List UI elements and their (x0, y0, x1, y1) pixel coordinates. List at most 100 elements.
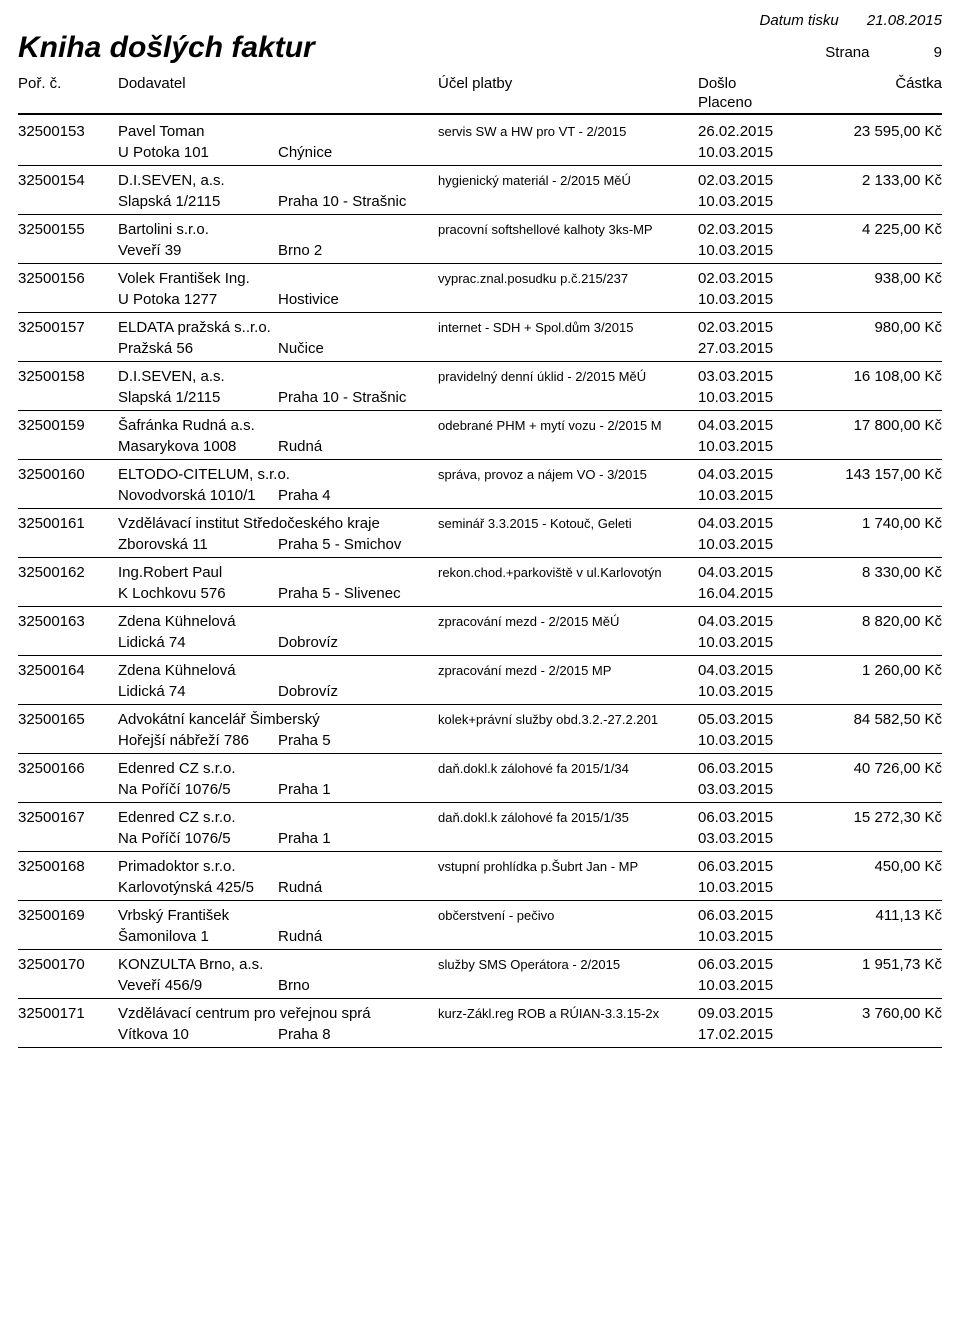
invoice-row-line2: K Lochkovu 576Praha 5 - Slivenec16.04.20… (18, 585, 942, 602)
invoice-row-line1: 32500167Edenred CZ s.r.o.daň.dokl.k zálo… (18, 809, 942, 826)
address-city: Chýnice (278, 144, 438, 161)
amount: 2 133,00 Kč (798, 172, 942, 189)
date-received: 02.03.2015 (698, 172, 798, 189)
address-street: Veveří 456/9 (118, 977, 278, 994)
header-placeno-text: Placeno (698, 94, 798, 111)
payment-purpose: kolek+právní služby obd.3.2.-27.2.201 (438, 712, 698, 727)
date-paid: 10.03.2015 (698, 487, 798, 504)
date-paid: 10.03.2015 (698, 634, 798, 651)
invoice-row-line2: Veveří 39Brno 210.03.2015 (18, 242, 942, 259)
date-paid: 10.03.2015 (698, 928, 798, 945)
rows-container: 32500153Pavel Tomanservis SW a HW pro VT… (18, 117, 942, 1048)
supplier-address: Hořejší nábřeží 786Praha 5 (118, 732, 438, 749)
invoice-row-line1: 32500171Vzdělávací centrum pro veřejnou … (18, 1005, 942, 1022)
print-date-meta: Datum tisku 21.08.2015 (18, 12, 942, 29)
address-city: Rudná (278, 928, 438, 945)
invoice-row-line2: Na Poříčí 1076/5Praha 103.03.2015 (18, 781, 942, 798)
invoice-row: 32500155Bartolini s.r.o.pracovní softshe… (18, 215, 942, 264)
payment-purpose: pravidelný denní úklid - 2/2015 MěÚ (438, 369, 698, 384)
invoice-row-line2: U Potoka 1277Hostivice10.03.2015 (18, 291, 942, 308)
invoice-row-line2: Slapská 1/2115Praha 10 - Strašnic10.03.2… (18, 193, 942, 210)
invoice-row: 32500161Vzdělávací institut Středočeskéh… (18, 509, 942, 558)
address-city: Dobrovíz (278, 683, 438, 700)
date-received: 03.03.2015 (698, 368, 798, 385)
date-received: 04.03.2015 (698, 417, 798, 434)
date-received: 06.03.2015 (698, 956, 798, 973)
amount: 1 260,00 Kč (798, 662, 942, 679)
date-paid: 10.03.2015 (698, 242, 798, 259)
date-received: 04.03.2015 (698, 515, 798, 532)
address-city: Brno 2 (278, 242, 438, 259)
date-received: 04.03.2015 (698, 613, 798, 630)
invoice-row: 32500162Ing.Robert Paulrekon.chod.+parko… (18, 558, 942, 607)
invoice-row: 32500156Volek František Ing.vyprac.znal.… (18, 264, 942, 313)
header-ucel: Účel platby (438, 75, 698, 111)
invoice-number: 32500163 (18, 613, 118, 630)
supplier-address: U Potoka 1277Hostivice (118, 291, 438, 308)
header-doslo: Došlo Placeno (698, 75, 798, 111)
invoice-number: 32500166 (18, 760, 118, 777)
date-received: 05.03.2015 (698, 711, 798, 728)
payment-purpose: rekon.chod.+parkoviště v ul.Karlovotýn (438, 565, 698, 580)
date-received: 02.03.2015 (698, 270, 798, 287)
address-street: Masarykova 1008 (118, 438, 278, 455)
date-paid: 17.02.2015 (698, 1026, 798, 1043)
address-street: Pražská 56 (118, 340, 278, 357)
amount: 411,13 Kč (798, 907, 942, 924)
supplier-address: Slapská 1/2115Praha 10 - Strašnic (118, 193, 438, 210)
amount: 17 800,00 Kč (798, 417, 942, 434)
supplier-address: Vítkova 10Praha 8 (118, 1026, 438, 1043)
amount: 84 582,50 Kč (798, 711, 942, 728)
invoice-number: 32500158 (18, 368, 118, 385)
date-paid: 10.03.2015 (698, 977, 798, 994)
invoice-number: 32500154 (18, 172, 118, 189)
supplier-name: D.I.SEVEN, a.s. (118, 368, 438, 385)
payment-purpose: správa, provoz a nájem VO - 3/2015 (438, 467, 698, 482)
date-paid: 10.03.2015 (698, 732, 798, 749)
date-paid: 10.03.2015 (698, 389, 798, 406)
date-paid: 16.04.2015 (698, 585, 798, 602)
header-row: Kniha došlých faktur Strana 9 (18, 31, 942, 65)
date-received: 06.03.2015 (698, 809, 798, 826)
print-date-value: 21.08.2015 (867, 12, 942, 29)
date-received: 09.03.2015 (698, 1005, 798, 1022)
address-street: Na Poříčí 1076/5 (118, 781, 278, 798)
invoice-number: 32500160 (18, 466, 118, 483)
invoice-row-line1: 32500163Zdena Kühnelovázpracování mezd -… (18, 613, 942, 630)
address-street: Zborovská 11 (118, 536, 278, 553)
date-received: 26.02.2015 (698, 123, 798, 140)
supplier-name: Bartolini s.r.o. (118, 221, 438, 238)
supplier-address: Zborovská 11Praha 5 - Smichov (118, 536, 438, 553)
payment-purpose: zpracování mezd - 2/2015 MěÚ (438, 614, 698, 629)
supplier-address: Novodvorská 1010/1Praha 4 (118, 487, 438, 504)
payment-purpose: servis SW a HW pro VT - 2/2015 (438, 124, 698, 139)
page-meta: Strana 9 (825, 44, 942, 61)
supplier-name: Edenred CZ s.r.o. (118, 809, 438, 826)
invoice-row-line2: Slapská 1/2115Praha 10 - Strašnic10.03.2… (18, 389, 942, 406)
invoice-row-line1: 32500161Vzdělávací institut Středočeskéh… (18, 515, 942, 532)
amount: 1 740,00 Kč (798, 515, 942, 532)
date-paid: 27.03.2015 (698, 340, 798, 357)
invoice-row: 32500171Vzdělávací centrum pro veřejnou … (18, 999, 942, 1048)
invoice-number: 32500170 (18, 956, 118, 973)
amount: 8 330,00 Kč (798, 564, 942, 581)
invoice-row-line1: 32500153Pavel Tomanservis SW a HW pro VT… (18, 123, 942, 140)
supplier-address: Veveří 456/9Brno (118, 977, 438, 994)
supplier-name: Ing.Robert Paul (118, 564, 438, 581)
address-street: U Potoka 1277 (118, 291, 278, 308)
invoice-row-line1: 32500160ELTODO-CITELUM, s.r.o.správa, pr… (18, 466, 942, 483)
payment-purpose: daň.dokl.k zálohové fa 2015/1/34 (438, 761, 698, 776)
invoice-row-line2: Zborovská 11Praha 5 - Smichov 10.03.2015 (18, 536, 942, 553)
date-received: 06.03.2015 (698, 858, 798, 875)
address-street: K Lochkovu 576 (118, 585, 278, 602)
invoice-row-line2: Šamonilova 1Rudná10.03.2015 (18, 928, 942, 945)
invoice-row-line1: 32500157ELDATA pražská s..r.o.internet -… (18, 319, 942, 336)
invoice-row-line1: 32500162Ing.Robert Paulrekon.chod.+parko… (18, 564, 942, 581)
invoice-number: 32500164 (18, 662, 118, 679)
invoice-row-line2: U Potoka 101Chýnice10.03.2015 (18, 144, 942, 161)
date-paid: 10.03.2015 (698, 536, 798, 553)
address-city: Praha 5 - Smichov (278, 536, 438, 553)
amount: 938,00 Kč (798, 270, 942, 287)
invoice-row: 32500168Primadoktor s.r.o.vstupní prohlí… (18, 852, 942, 901)
supplier-name: Volek František Ing. (118, 270, 438, 287)
